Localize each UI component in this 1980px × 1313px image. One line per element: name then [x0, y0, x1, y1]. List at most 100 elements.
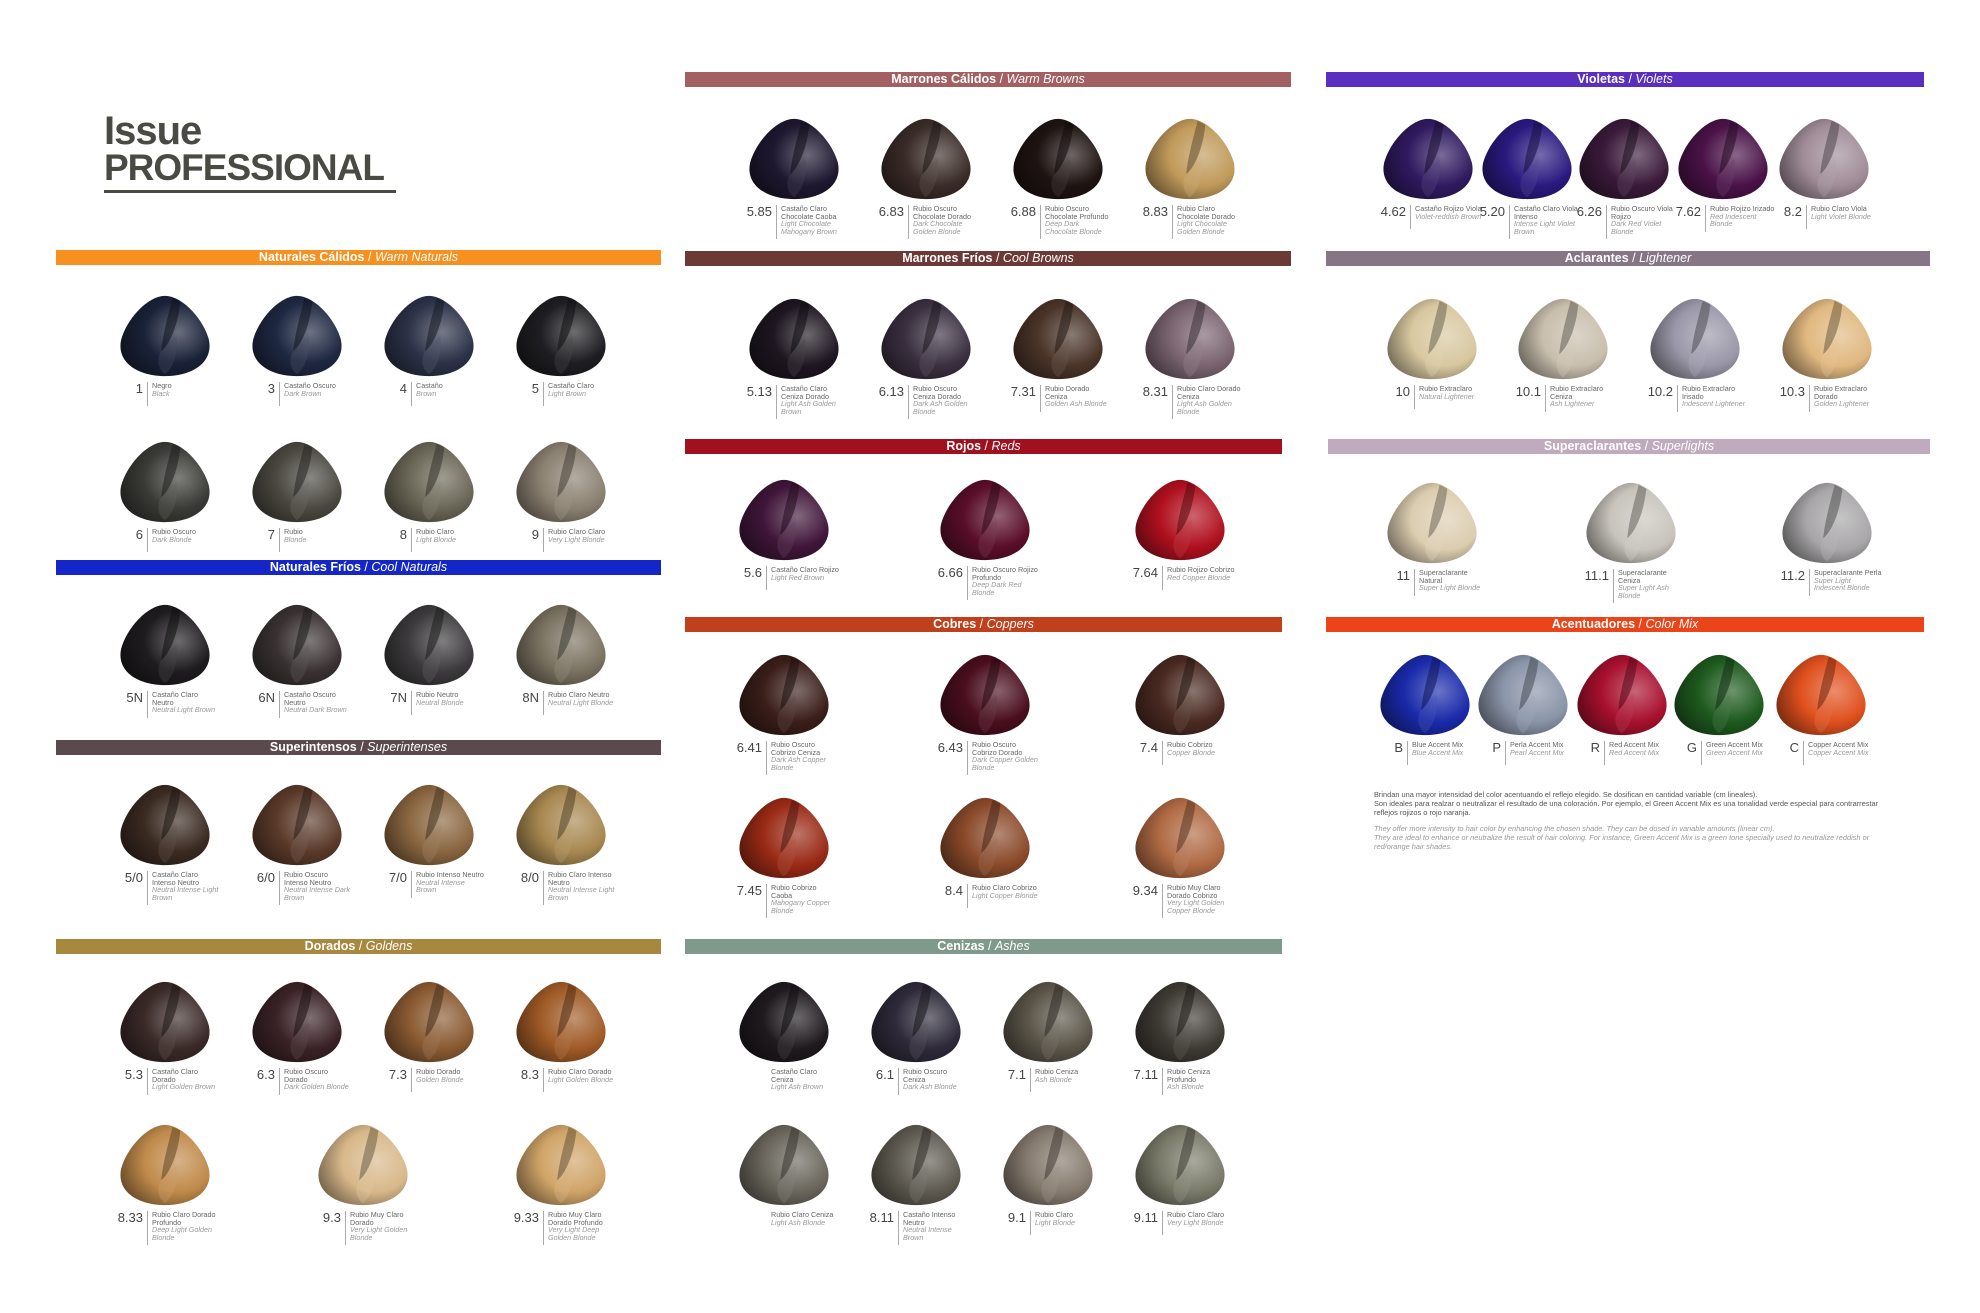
section-title-en: Coppers: [986, 617, 1034, 631]
swatch-shine: [1173, 695, 1192, 734]
swatch-parting: [1044, 983, 1064, 1038]
shade-name-en: Neutral Intense Brown: [903, 1225, 952, 1242]
shade-name-es: Castaño Claro Ceniza Dorado: [781, 384, 829, 401]
shade-code: 6.41: [736, 740, 762, 755]
swatch-shine: [1183, 159, 1202, 198]
shade-code: 6.13: [878, 384, 904, 399]
shade-names: Rubio Extraclaro Irisado Indescent Lighte…: [1682, 385, 1750, 408]
shade-name-es: Rubio Extraclaro: [1419, 384, 1473, 393]
swatch-parting: [425, 443, 445, 498]
swatch-label: 6.3 Rubio Oscuro Dorado Dark Golden Blonde: [257, 1068, 352, 1095]
shade-name-es: Rubio Claro: [1035, 1210, 1073, 1219]
swatch-label: 11.2 Superaclarante Perla Super Light Inde…: [1781, 569, 1882, 596]
shade-code: 6.83: [878, 204, 904, 219]
swatch-label: B Blue Accent Mix Blue Accent Mix: [1394, 741, 1480, 765]
title-separator: /: [996, 72, 1007, 86]
shade-code: 6.26: [1576, 204, 1602, 219]
label-divider: [1414, 569, 1415, 596]
hair-swatch: [120, 1124, 210, 1206]
swatch-label: 11 Superaclarante Natural Super Light Blon…: [1397, 569, 1487, 596]
label-divider: [1604, 741, 1605, 765]
shade-name-en: Dark Blonde: [152, 534, 192, 544]
hair-swatch: [1003, 1124, 1093, 1206]
swatch-shine: [1173, 520, 1192, 559]
section-title-es: Violetas: [1577, 72, 1625, 86]
shade-name-en: Deep Dark Chocolate Blonde: [1045, 219, 1102, 236]
shade-names: Rubio Oscuro Dark Blonde: [152, 528, 220, 543]
hair-swatch: [120, 441, 210, 523]
shade-name-en: Natural Lightener: [1419, 391, 1475, 401]
section-header: Marrones Cálidos / Warm Browns: [685, 72, 1291, 87]
shade-name-en: Red Accent Mix: [1609, 747, 1660, 757]
swatch-label: 7 Rubio Blonde: [268, 528, 352, 552]
shade-name-en: Ash Blonde: [1035, 1074, 1072, 1084]
section-title-es: Acentuadores: [1551, 617, 1636, 631]
shade-name-es: Castaño Claro: [548, 381, 594, 390]
swatch-parting: [780, 481, 800, 536]
swatch-parting: [161, 786, 181, 841]
swatch-label: 10 Rubio Extraclaro Natural Lightener: [1396, 384, 1487, 409]
section-title-es: Naturales Cálidos: [258, 250, 365, 264]
shade-code: 8.4: [944, 883, 963, 898]
label-divider: [279, 1068, 280, 1095]
section-title-en: Warm Browns: [1006, 72, 1085, 86]
shade-code: 10: [1395, 384, 1410, 399]
swatch-shine: [1688, 339, 1707, 378]
hair-swatch: [739, 654, 829, 736]
section-title-es: Dorados: [304, 939, 356, 953]
swatch-parting: [1519, 656, 1539, 711]
swatch-shine: [158, 1165, 177, 1204]
swatch-parting: [780, 983, 800, 1038]
shade-name-es: Rubio Extraclaro Ceniza: [1550, 384, 1604, 401]
shade-code: 7.62: [1675, 204, 1701, 219]
shade-name-es: Copper Accent Mix: [1808, 740, 1869, 749]
swatch-label: 6N Castaño Oscuro Neutro Neutral Dark Brow…: [258, 691, 352, 718]
shade-names: Rubio Oscuro Dorado Dark Golden Blonde: [284, 1068, 352, 1091]
shade-name-es: Castaño Claro Dorado: [152, 1067, 198, 1084]
hair-swatch: [739, 797, 829, 879]
swatch-parting: [1523, 120, 1543, 175]
swatch-label: 5/0 Castaño Claro Intenso Neutro Neutral I…: [125, 871, 220, 905]
shade-names: Negro Black: [152, 382, 220, 397]
swatch-shine: [1820, 339, 1839, 378]
label-divider: [908, 385, 909, 419]
shade-code: 5N: [126, 690, 143, 705]
swatch-parting: [1054, 300, 1074, 355]
hair-swatch: [1478, 654, 1568, 736]
label-divider: [967, 741, 968, 775]
swatch-label: 7.4 Rubio Cobrizo Copper Blonde: [1140, 741, 1235, 765]
shade-name-en: Dark Ash Copper Blonde: [771, 755, 826, 772]
swatch-parting: [161, 983, 181, 1038]
hair-swatch: [252, 295, 342, 377]
shade-names: Green Accent Mix Green Accent Mix: [1706, 741, 1774, 756]
label-divider: [1162, 884, 1163, 918]
shade-names: Rubio Extraclaro Ceniza Ash Lightener: [1550, 385, 1618, 408]
swatch-shine: [356, 1165, 375, 1204]
swatch-shine: [1173, 1165, 1192, 1204]
shade-names: Rubio Oscuro Chocolate Dorado Dark Chocol…: [913, 205, 981, 235]
label-divider: [967, 884, 968, 908]
swatch-parting: [1823, 300, 1843, 355]
shade-name-en: Violet-reddish Brown: [1415, 211, 1482, 221]
title-separator: /: [992, 251, 1003, 265]
shade-names: Rubio Blonde: [284, 528, 352, 543]
hair-swatch: [120, 604, 210, 686]
shade-name-en: Mahogany Copper Blonde: [771, 898, 831, 915]
swatch-shine: [422, 336, 441, 375]
swatch-shine: [1520, 159, 1539, 198]
title-separator: /: [984, 939, 995, 953]
shade-name-es: Rubio Oscuro Ceniza: [903, 1067, 947, 1084]
swatch-shine: [1814, 695, 1833, 734]
hair-swatch: [384, 441, 474, 523]
title-separator: /: [1635, 617, 1646, 631]
shade-names: Castaño Intenso Neutro Neutral Intense Br…: [903, 1211, 971, 1241]
hair-swatch: [1782, 482, 1872, 564]
swatch-parting: [1044, 1126, 1064, 1181]
shade-names: Castaño Oscuro Neutro Neutral Dark Brown: [284, 691, 352, 714]
shade-name-es: Rubio Cobrizo Caoba: [771, 883, 817, 900]
label-divider: [1677, 385, 1678, 412]
shade-names: Rubio Muy Claro Dorado Very Light Golden …: [350, 1211, 418, 1241]
hair-swatch: [252, 441, 342, 523]
shade-code: 4: [399, 381, 407, 396]
shade-code: 7.64: [1132, 565, 1158, 580]
